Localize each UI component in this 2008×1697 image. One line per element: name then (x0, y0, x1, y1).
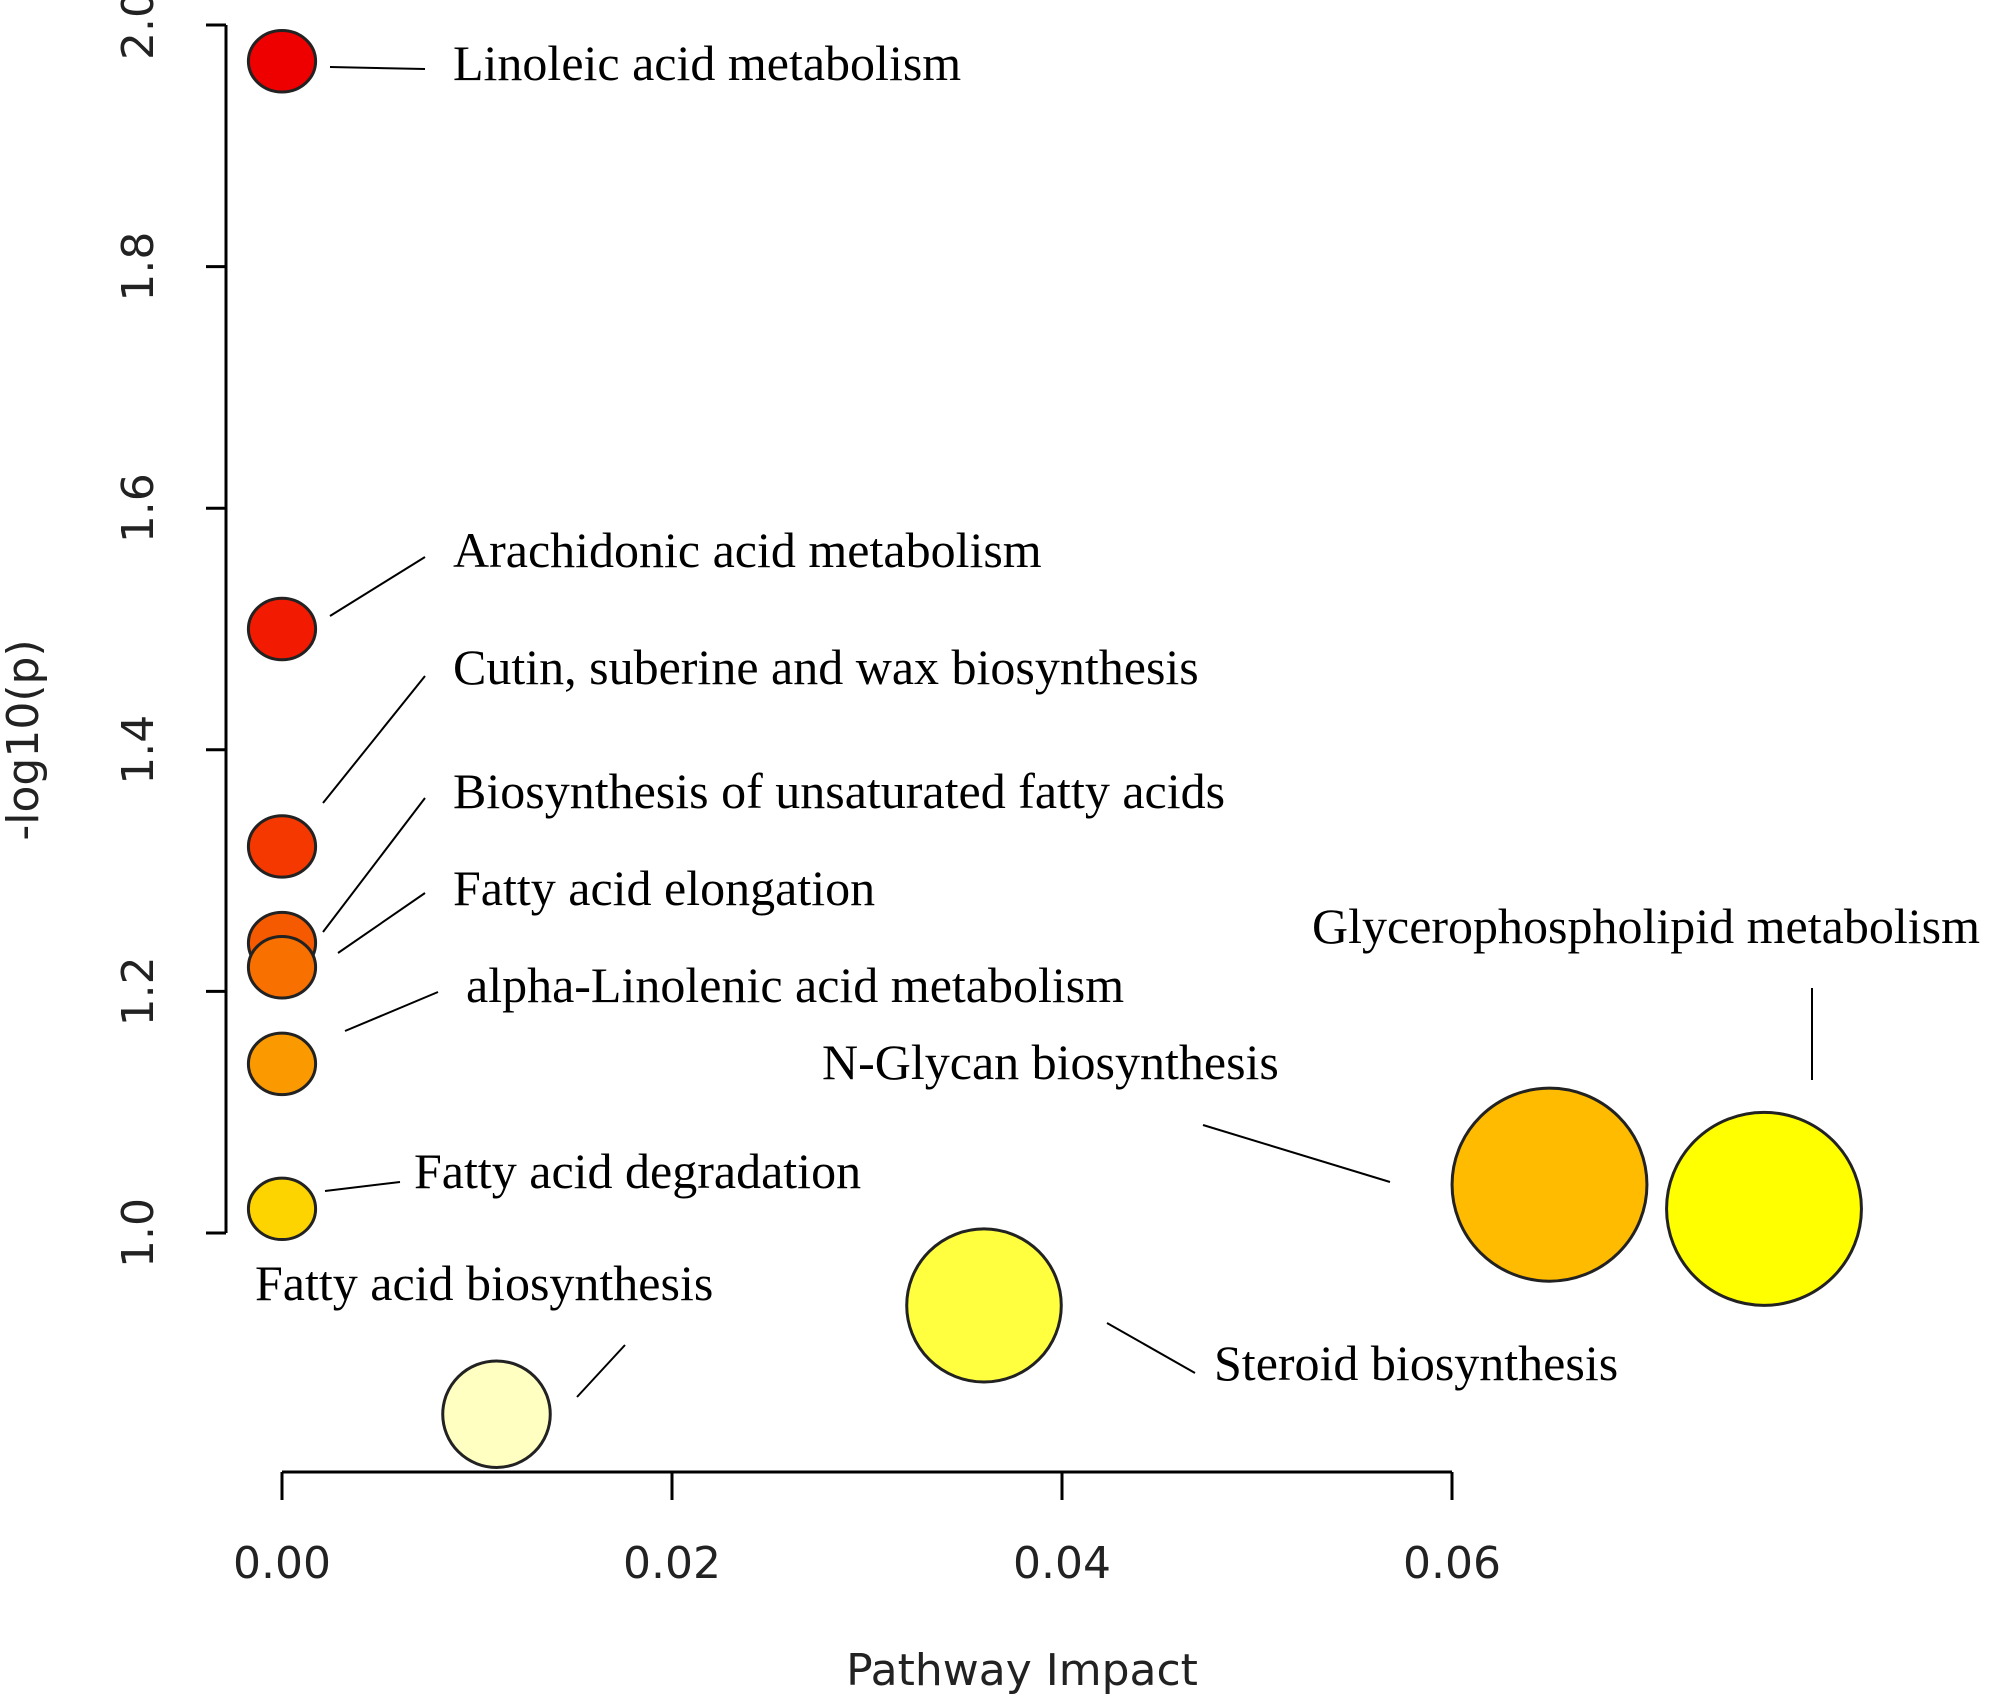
bubble (441, 1359, 552, 1469)
leader-line (337, 892, 426, 954)
x-tick-label: 0.06 (1403, 1538, 1501, 1589)
point-label: Biosynthesis of unsaturated fatty acids (453, 763, 1225, 819)
point-label: Glycerophospholipid metabolism (1312, 898, 1980, 954)
bubble (246, 29, 318, 94)
leader-line (322, 797, 426, 933)
leader-line (576, 1344, 626, 1398)
bubble (1665, 1110, 1863, 1307)
y-tick-label: 1.0 (113, 1198, 164, 1268)
y-axis: 1.0 1.2 1.4 1.6 1.8 2.0 (113, 0, 228, 1268)
point-label: Linoleic acid metabolism (453, 35, 961, 91)
label-leader-lines (322, 66, 1813, 1398)
bubble (246, 935, 318, 1000)
leader-line (329, 66, 426, 70)
point-label: Fatty acid biosynthesis (255, 1255, 713, 1311)
y-axis-title: -log10(p) (0, 639, 49, 840)
bubble (246, 1031, 318, 1097)
bubble (246, 596, 318, 662)
x-axis: 0.00 0.02 0.04 0.06 (233, 1470, 1501, 1589)
y-tick-label: 1.4 (113, 715, 164, 785)
x-axis-title: Pathway Impact (846, 1645, 1198, 1696)
point-label: Arachidonic acid metabolism (453, 522, 1042, 578)
bubble (1450, 1086, 1649, 1283)
point-label: Fatty acid degradation (414, 1143, 861, 1199)
y-tick-label: 1.6 (113, 473, 164, 543)
point-labels: Linoleic acid metabolism Arachidonic acid… (255, 35, 1980, 1391)
bubbles (246, 29, 1863, 1469)
bubble (246, 1176, 318, 1242)
point-label: N-Glycan biosynthesis (822, 1034, 1279, 1090)
point-label: Cutin, suberine and wax biosynthesis (453, 639, 1199, 695)
x-tick-label: 0.04 (1013, 1538, 1111, 1589)
y-tick-label: 1.8 (113, 232, 164, 302)
leader-line (1202, 1124, 1391, 1183)
x-tick-label: 0.00 (233, 1538, 331, 1589)
y-tick-label: 2.0 (113, 0, 164, 60)
point-label: Fatty acid elongation (453, 860, 875, 916)
leader-line (322, 675, 426, 804)
bubble (246, 814, 318, 879)
x-tick-label: 0.02 (623, 1538, 721, 1589)
bubble (905, 1227, 1063, 1384)
leader-line (344, 991, 439, 1032)
leader-line (329, 556, 426, 617)
y-tick-label: 1.2 (113, 956, 164, 1026)
point-label: alpha-Linolenic acid metabolism (466, 957, 1124, 1013)
point-label: Steroid biosynthesis (1214, 1335, 1618, 1391)
leader-line (1106, 1322, 1196, 1374)
leader-line (324, 1181, 401, 1192)
